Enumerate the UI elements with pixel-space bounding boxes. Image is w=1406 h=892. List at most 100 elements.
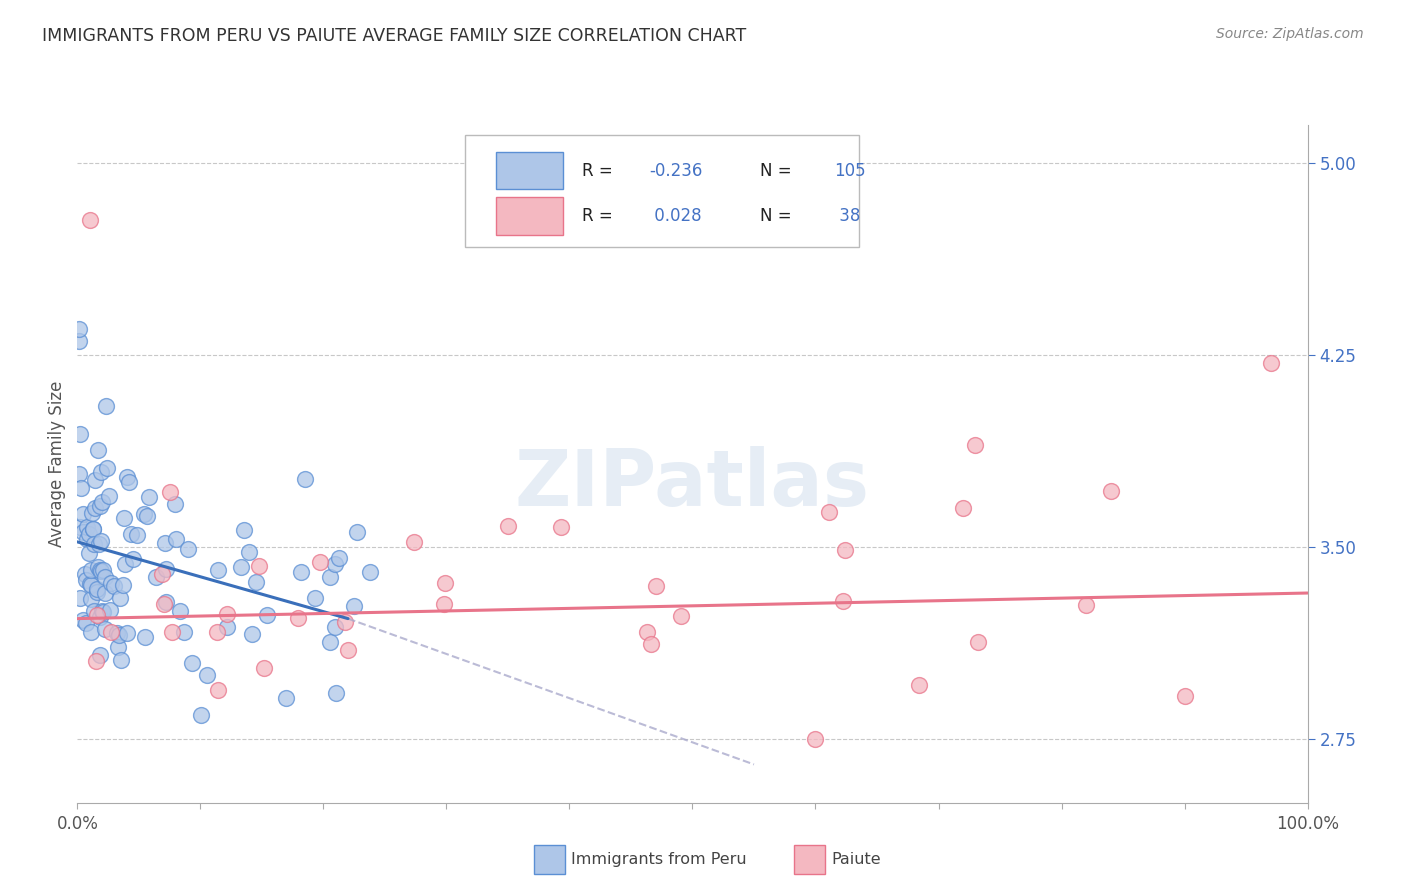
Point [640, 637, 662, 651]
Point [343, 599, 366, 613]
Point [76, 520, 98, 534]
Point [287, 610, 309, 624]
Point [89, 499, 111, 513]
Point [67, 467, 90, 482]
Point [72, 613, 94, 627]
Point [335, 615, 357, 629]
Point [90, 465, 112, 479]
Point [82, 522, 104, 536]
Point [100, 602, 122, 616]
Point [70, 481, 93, 495]
Point [84, 500, 107, 515]
Point [122, 551, 145, 566]
Point [177, 541, 200, 556]
Point [72, 524, 94, 539]
Point [644, 579, 666, 593]
Point [245, 575, 267, 590]
Point [134, 507, 156, 521]
Point [834, 542, 856, 557]
Point [669, 608, 692, 623]
Point [86, 560, 108, 574]
Point [91, 563, 114, 577]
Point [100, 624, 122, 639]
Point [77, 546, 100, 560]
Point [162, 625, 184, 640]
Point [831, 594, 853, 608]
Point [229, 559, 252, 574]
Point [79, 592, 101, 607]
Point [247, 558, 270, 573]
Point [108, 591, 131, 606]
Point [114, 557, 136, 571]
Point [134, 630, 156, 644]
Point [84, 654, 107, 668]
Point [550, 519, 572, 533]
Text: Source: ZipAtlas.com: Source: ZipAtlas.com [1216, 27, 1364, 41]
Point [91, 604, 114, 618]
FancyBboxPatch shape [496, 197, 564, 235]
Point [169, 603, 191, 617]
Y-axis label: Average Family Size: Average Family Size [48, 381, 66, 547]
Point [1099, 483, 1122, 498]
Point [87, 442, 110, 457]
Text: R =: R = [582, 161, 617, 179]
Point [636, 624, 658, 639]
Point [111, 578, 134, 592]
Point [86, 608, 108, 623]
Point [402, 535, 425, 549]
Point [80, 578, 103, 592]
Point [304, 591, 326, 606]
Text: 38: 38 [834, 207, 860, 225]
FancyBboxPatch shape [465, 135, 859, 247]
Point [215, 607, 238, 621]
Point [69, 591, 91, 605]
Point [97, 489, 120, 503]
Text: Paiute: Paiute [831, 853, 880, 867]
Text: 105: 105 [834, 161, 866, 179]
Point [290, 565, 312, 579]
Point [83, 473, 105, 487]
Point [433, 597, 456, 611]
Point [207, 563, 229, 577]
Point [75, 574, 97, 588]
Point [205, 624, 228, 639]
Point [155, 561, 177, 575]
Point [155, 595, 177, 609]
Point [94, 570, 117, 584]
Point [1260, 356, 1282, 370]
Point [238, 545, 260, 559]
Point [136, 508, 159, 523]
Point [145, 570, 167, 584]
Point [294, 472, 316, 486]
Point [276, 691, 298, 706]
Point [165, 532, 187, 546]
Point [86, 582, 108, 596]
Point [256, 608, 278, 623]
Point [965, 437, 987, 451]
Point [72, 508, 94, 522]
Point [328, 551, 350, 566]
Point [89, 648, 111, 662]
Point [69, 427, 91, 442]
Point [359, 565, 381, 579]
FancyBboxPatch shape [496, 152, 564, 189]
Point [112, 510, 135, 524]
Point [115, 470, 138, 484]
Point [108, 628, 131, 642]
Point [173, 625, 195, 640]
Point [93, 586, 115, 600]
Point [69, 519, 91, 533]
Point [94, 400, 117, 414]
Point [181, 656, 204, 670]
Point [1076, 599, 1098, 613]
Point [90, 534, 112, 549]
Point [346, 524, 368, 539]
Point [952, 500, 974, 515]
Point [105, 626, 128, 640]
Point [120, 527, 142, 541]
Point [67, 322, 90, 336]
Point [195, 667, 218, 681]
Point [77, 526, 100, 541]
Text: N =: N = [761, 161, 792, 179]
Point [233, 523, 256, 537]
